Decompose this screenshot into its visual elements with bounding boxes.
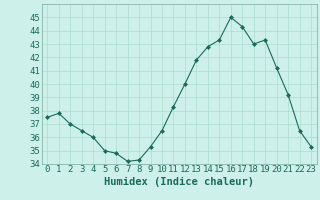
X-axis label: Humidex (Indice chaleur): Humidex (Indice chaleur) xyxy=(104,177,254,187)
